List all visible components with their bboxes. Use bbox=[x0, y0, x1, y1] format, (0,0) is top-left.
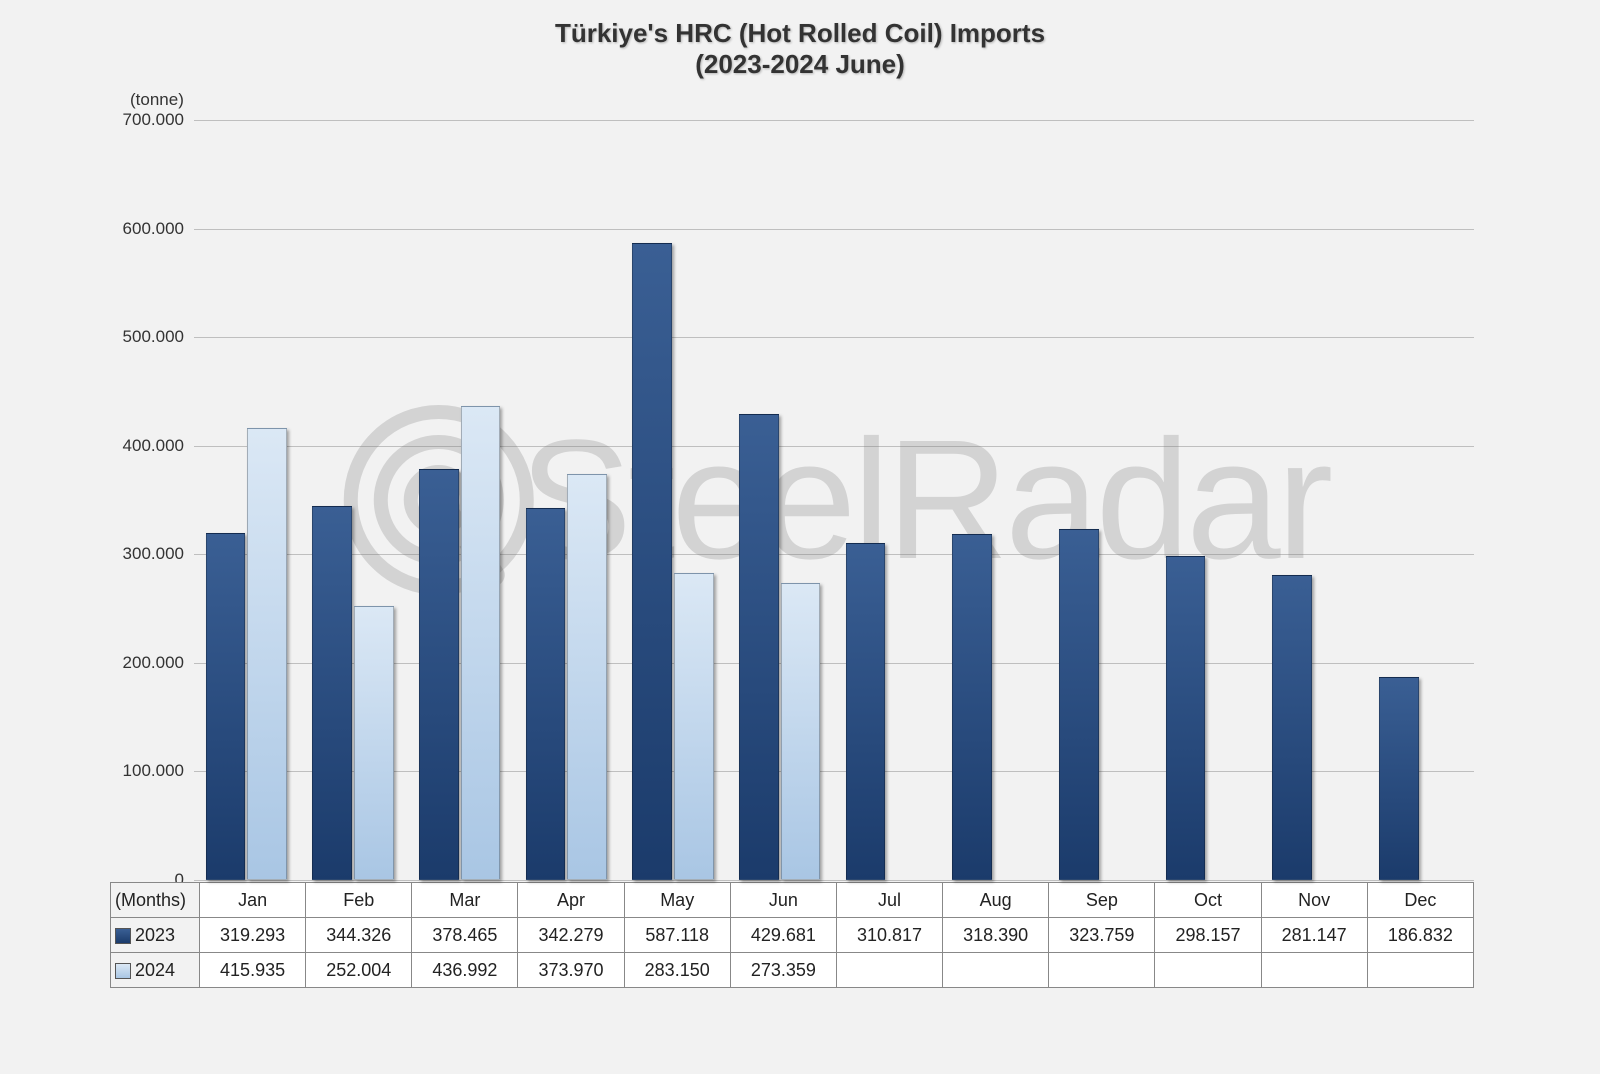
data-cell: 587.118 bbox=[624, 918, 730, 953]
month-header: Feb bbox=[306, 883, 412, 918]
legend-swatch bbox=[115, 963, 131, 979]
data-cell: 186.832 bbox=[1367, 918, 1473, 953]
bar bbox=[1272, 575, 1312, 880]
month-header: Jul bbox=[836, 883, 942, 918]
data-cell bbox=[1261, 953, 1367, 988]
data-cell: 378.465 bbox=[412, 918, 518, 953]
plot-area: SteelRadar bbox=[194, 120, 1474, 880]
bar bbox=[567, 474, 607, 880]
legend-swatch bbox=[115, 928, 131, 944]
data-cell: 283.150 bbox=[624, 953, 730, 988]
bar bbox=[1379, 677, 1419, 880]
y-tick-label: 400.000 bbox=[104, 436, 184, 456]
series-row-header: 2023 bbox=[111, 918, 200, 953]
gridline bbox=[194, 880, 1474, 881]
chart-title-line2: (2023-2024 June) bbox=[0, 49, 1600, 80]
series-name: 2024 bbox=[135, 960, 175, 980]
data-cell: 429.681 bbox=[730, 918, 836, 953]
data-cell bbox=[1049, 953, 1155, 988]
data-cell: 373.970 bbox=[518, 953, 624, 988]
x-axis-unit: (Months) bbox=[111, 883, 200, 918]
bar bbox=[632, 243, 672, 880]
chart-title-line1: Türkiye's HRC (Hot Rolled Coil) Imports bbox=[0, 18, 1600, 49]
y-tick-label: 600.000 bbox=[104, 219, 184, 239]
month-header: Aug bbox=[943, 883, 1049, 918]
chart-title: Türkiye's HRC (Hot Rolled Coil) Imports … bbox=[0, 18, 1600, 80]
y-tick-label: 700.000 bbox=[104, 110, 184, 130]
data-cell: 273.359 bbox=[730, 953, 836, 988]
month-header: Jan bbox=[200, 883, 306, 918]
data-table-wrap: (Months)JanFebMarAprMayJunJulAugSepOctNo… bbox=[110, 882, 1474, 988]
y-tick-label: 500.000 bbox=[104, 327, 184, 347]
bar bbox=[526, 508, 566, 880]
bar bbox=[781, 583, 821, 880]
data-cell bbox=[836, 953, 942, 988]
bar bbox=[952, 534, 992, 880]
y-axis-unit: (tonne) bbox=[130, 90, 184, 110]
y-tick-label: 300.000 bbox=[104, 544, 184, 564]
bar bbox=[846, 543, 886, 880]
month-header: Jun bbox=[730, 883, 836, 918]
bar bbox=[419, 469, 459, 880]
bar bbox=[206, 533, 246, 880]
data-cell: 318.390 bbox=[943, 918, 1049, 953]
bars-layer bbox=[194, 120, 1474, 880]
series-name: 2023 bbox=[135, 925, 175, 945]
bar bbox=[674, 573, 714, 880]
data-cell: 436.992 bbox=[412, 953, 518, 988]
data-cell bbox=[1155, 953, 1261, 988]
month-header: Apr bbox=[518, 883, 624, 918]
month-header: Mar bbox=[412, 883, 518, 918]
data-cell: 415.935 bbox=[200, 953, 306, 988]
data-cell: 342.279 bbox=[518, 918, 624, 953]
month-header: Oct bbox=[1155, 883, 1261, 918]
y-tick-label: 200.000 bbox=[104, 653, 184, 673]
chart-container: Türkiye's HRC (Hot Rolled Coil) Imports … bbox=[0, 0, 1600, 1074]
data-cell: 323.759 bbox=[1049, 918, 1155, 953]
bar bbox=[354, 606, 394, 880]
data-cell bbox=[1367, 953, 1473, 988]
series-row-header: 2024 bbox=[111, 953, 200, 988]
data-cell: 281.147 bbox=[1261, 918, 1367, 953]
data-cell: 298.157 bbox=[1155, 918, 1261, 953]
data-cell: 310.817 bbox=[836, 918, 942, 953]
data-table: (Months)JanFebMarAprMayJunJulAugSepOctNo… bbox=[110, 882, 1474, 988]
bar bbox=[739, 414, 779, 881]
month-header: May bbox=[624, 883, 730, 918]
bar bbox=[461, 406, 501, 880]
month-header: Nov bbox=[1261, 883, 1367, 918]
data-cell: 252.004 bbox=[306, 953, 412, 988]
bar bbox=[1059, 529, 1099, 881]
month-header: Dec bbox=[1367, 883, 1473, 918]
data-cell bbox=[943, 953, 1049, 988]
bar bbox=[247, 428, 287, 880]
data-cell: 319.293 bbox=[200, 918, 306, 953]
data-cell: 344.326 bbox=[306, 918, 412, 953]
y-tick-label: 100.000 bbox=[104, 761, 184, 781]
bar bbox=[312, 506, 352, 880]
month-header: Sep bbox=[1049, 883, 1155, 918]
bar bbox=[1166, 556, 1206, 880]
